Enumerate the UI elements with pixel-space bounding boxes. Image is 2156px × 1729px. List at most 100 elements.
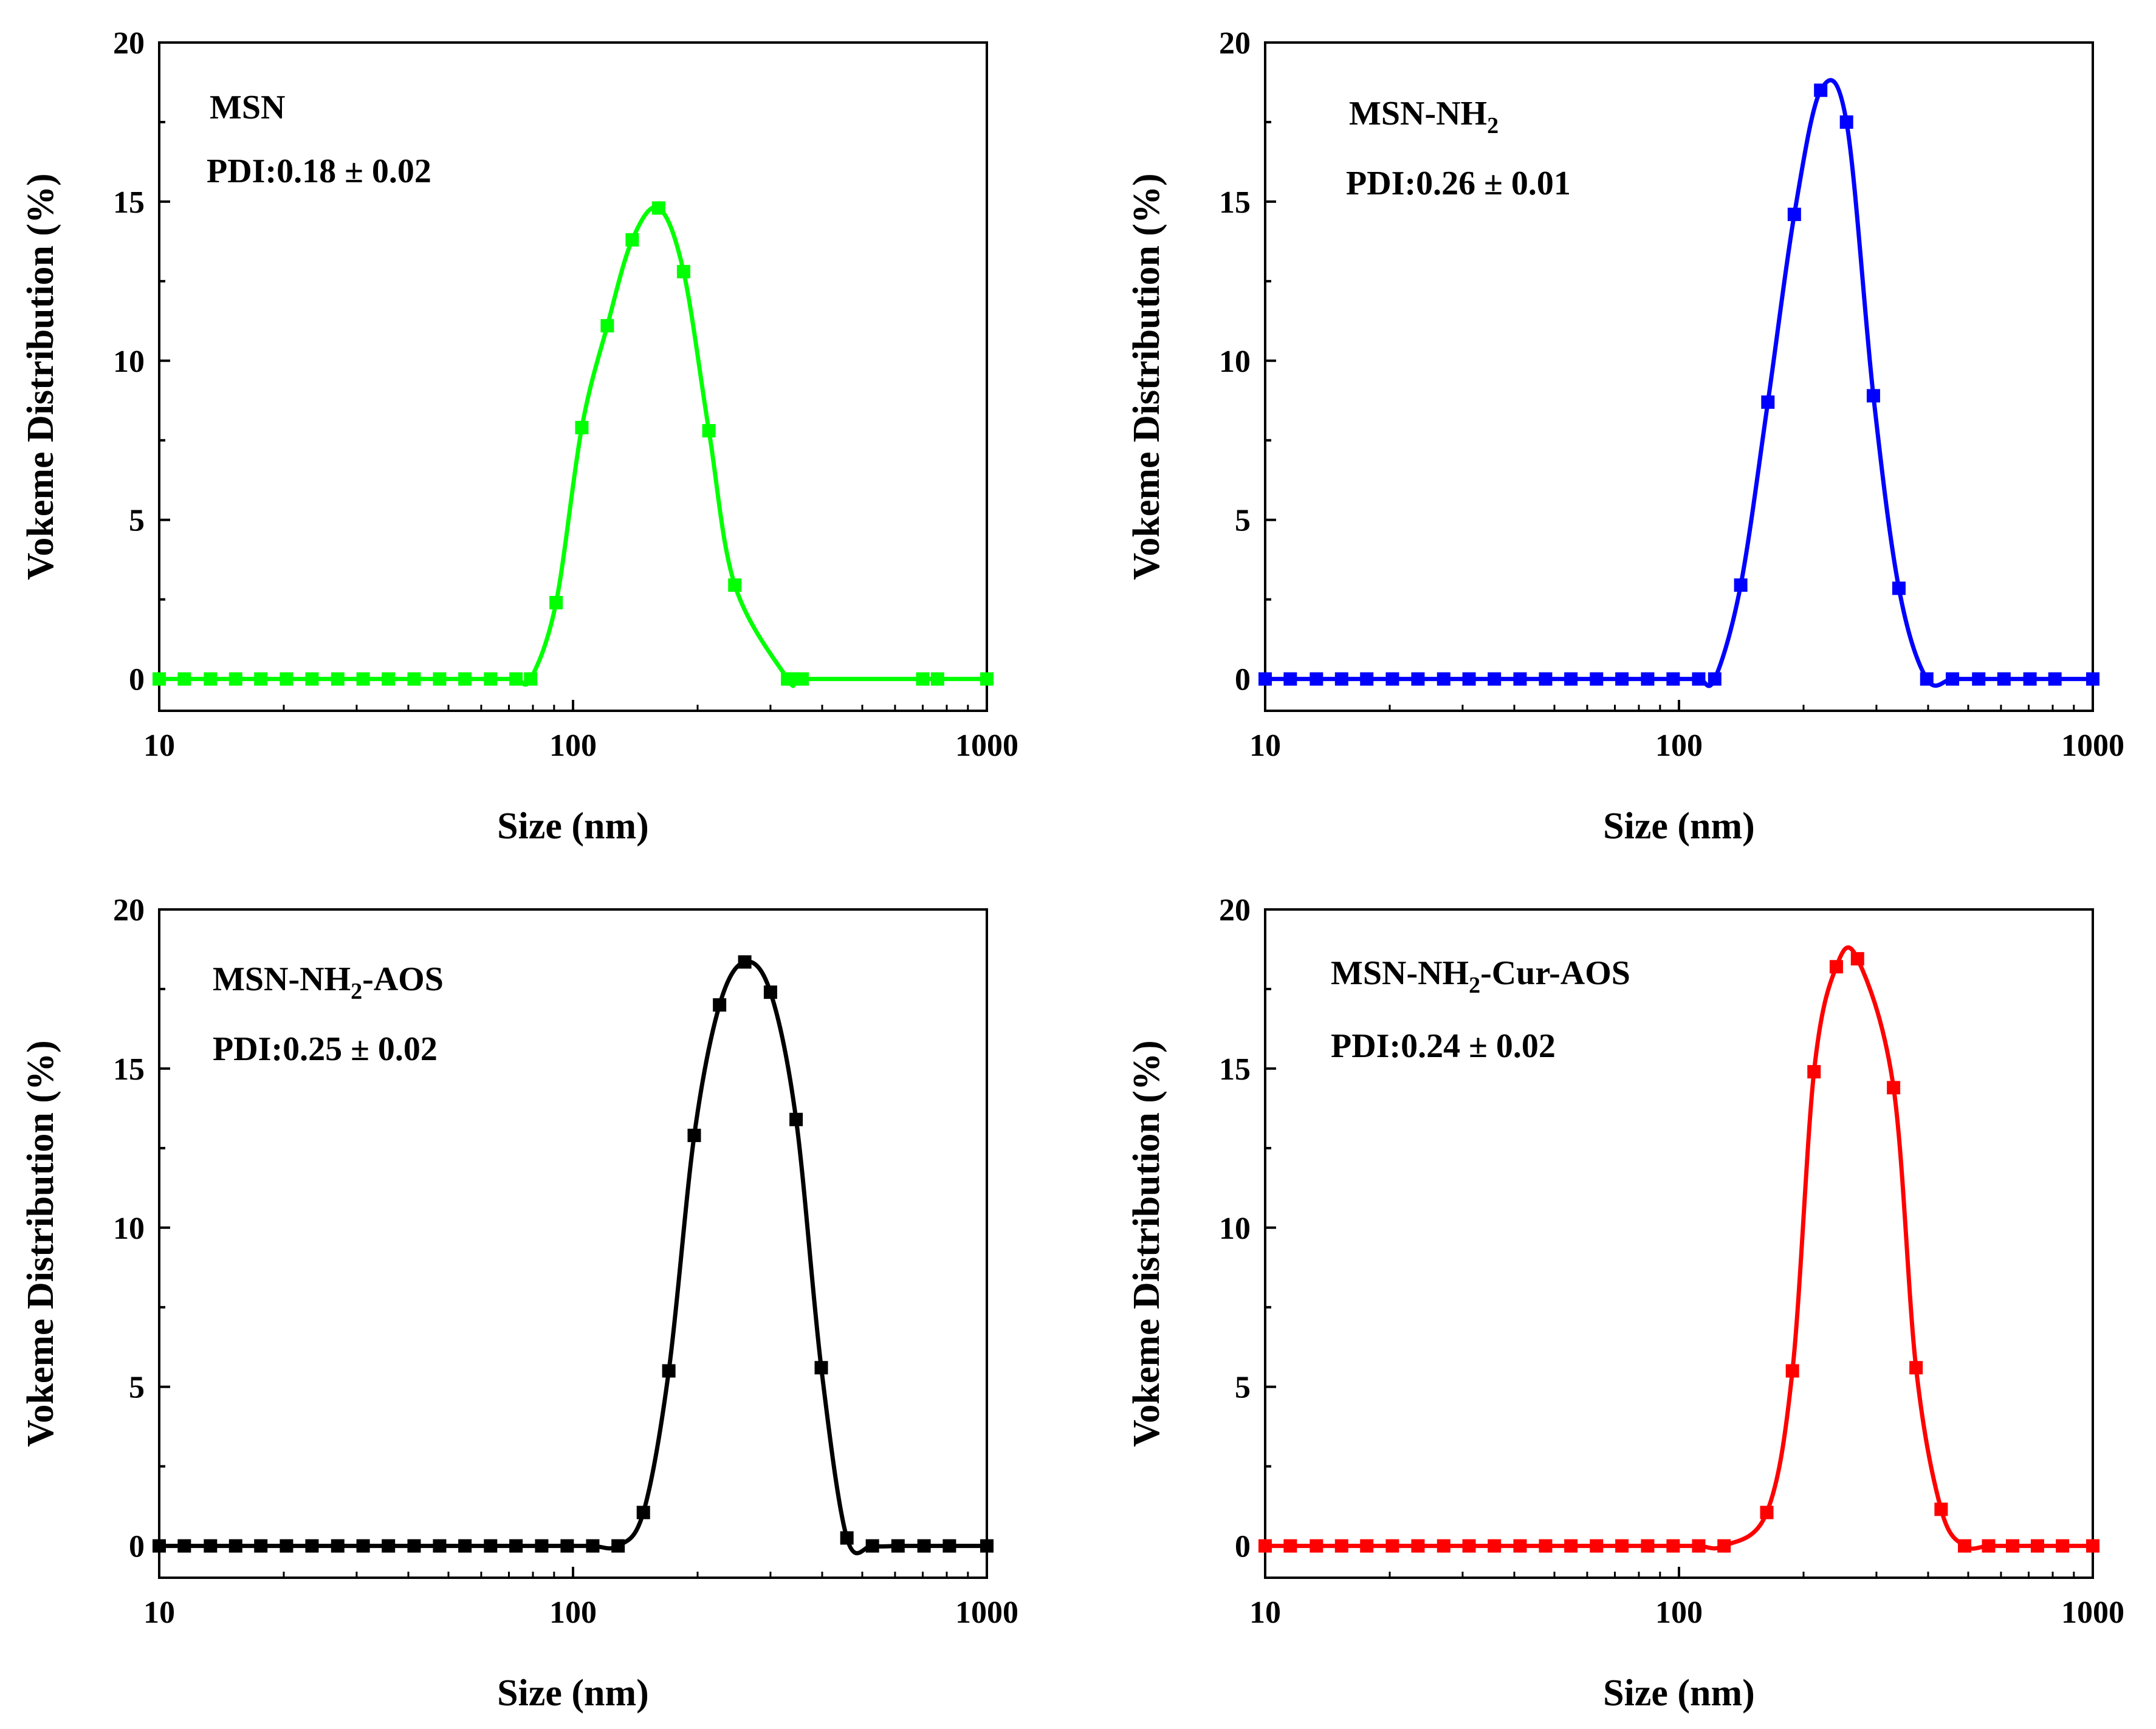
data-point (509, 1539, 523, 1553)
data-point (1946, 672, 1960, 686)
data-point (204, 672, 218, 686)
data-point (763, 985, 777, 999)
fit-curve (1263, 78, 2095, 688)
pdi-label: PDI:0.18 ± 0.02 (207, 152, 431, 190)
data-point (1692, 1539, 1706, 1553)
y-tick-label: 10 (1219, 344, 1251, 379)
data-point (1385, 1539, 1399, 1553)
data-point (2030, 1539, 2044, 1553)
data-point (1760, 1505, 1774, 1519)
data-point (254, 672, 268, 686)
data-point (1615, 1539, 1629, 1553)
data-point (1258, 1539, 1272, 1553)
y-tick-label: 5 (129, 1371, 145, 1405)
data-point (458, 672, 472, 686)
data-point (728, 578, 742, 592)
data-point (1488, 672, 1502, 686)
data-point (636, 1505, 650, 1519)
x-tick-label: 10 (143, 728, 175, 763)
y-tick-label: 10 (1219, 1211, 1251, 1246)
x-axis-title: Size (nm) (1603, 806, 1755, 847)
x-tick-label: 100 (1655, 1595, 1703, 1630)
plot-frame (1264, 41, 2094, 712)
y-tick-label: 5 (129, 504, 145, 538)
pdi-label: PDI:0.24 ± 0.02 (1331, 1027, 1556, 1065)
data-point (433, 672, 447, 686)
data-point (687, 1128, 701, 1142)
data-point (1866, 389, 1880, 403)
data-point (484, 672, 498, 686)
data-point (2086, 672, 2099, 686)
data-point (1839, 115, 1853, 129)
y-tick-label: 0 (129, 663, 145, 697)
y-axis-title: Vokeme Distribution (%) (1126, 173, 1167, 580)
data-point (930, 672, 944, 686)
data-point (2086, 1539, 2099, 1553)
data-point (1283, 672, 1297, 686)
data-point (1513, 672, 1527, 686)
data-point (280, 1539, 294, 1553)
data-point (738, 955, 752, 969)
data-point (2056, 1539, 2070, 1553)
data-point (305, 1539, 319, 1553)
data-point (1334, 1539, 1348, 1553)
data-point (305, 672, 319, 686)
data-point (1385, 672, 1399, 686)
data-point (1787, 207, 1801, 221)
x-tick-label: 10 (1249, 728, 1281, 763)
data-point (228, 672, 242, 686)
y-tick-label: 15 (1219, 185, 1251, 220)
data-point (1807, 1065, 1821, 1079)
y-tick-label: 0 (1235, 663, 1251, 697)
data-point (509, 672, 523, 686)
data-point (1360, 1539, 1374, 1553)
data-point (484, 1539, 498, 1553)
x-tick-label: 1000 (2061, 1595, 2124, 1630)
y-tick-label: 20 (113, 26, 145, 61)
y-tick-label: 15 (1219, 1052, 1251, 1087)
data-point (560, 1539, 574, 1553)
data-point (600, 319, 614, 333)
data-point (1564, 1539, 1578, 1553)
data-point (1564, 672, 1578, 686)
plot-frame (1264, 908, 2094, 1579)
y-tick-label: 5 (1235, 504, 1251, 538)
y-tick-label: 10 (113, 1211, 145, 1246)
data-point (331, 672, 345, 686)
data-point (1258, 672, 1272, 686)
data-point (1283, 1539, 1297, 1553)
data-point (942, 1539, 956, 1553)
sample-label: MSN-NH2 (1349, 95, 1499, 139)
data-point (1488, 1539, 1502, 1553)
sample-label: MSN (210, 89, 285, 126)
data-point (1539, 1539, 1553, 1553)
x-tick-label: 10 (1249, 1595, 1281, 1630)
data-point (382, 672, 396, 686)
data-point (1850, 952, 1864, 966)
chart-panel-2: 0 5 10 15 20 10 100 1000 Size (nm) Vokeme Distrib… (1126, 26, 2124, 847)
y-tick-label: 15 (113, 1052, 145, 1087)
data-point (382, 1539, 396, 1553)
data-point (1539, 672, 1553, 686)
data-point (458, 1539, 472, 1553)
data-point (1892, 581, 1906, 595)
data-point (702, 424, 716, 438)
data-point (1590, 672, 1604, 686)
chart-panel-4: 0 5 10 15 20 10 100 1000 Size (nm) Vokeme Distrib… (1126, 893, 2124, 1714)
data-point (2006, 1539, 2020, 1553)
data-point (407, 672, 421, 686)
data-point (1641, 1539, 1655, 1553)
data-point (980, 1539, 994, 1553)
data-point (1972, 672, 1986, 686)
data-point (331, 1539, 345, 1553)
data-point (1360, 672, 1374, 686)
y-tick-label: 0 (129, 1530, 145, 1564)
data-point (1958, 1539, 1972, 1553)
data-point (1615, 672, 1629, 686)
data-point (917, 1539, 931, 1553)
y-tick-label: 5 (1235, 1371, 1251, 1405)
data-point (177, 672, 191, 686)
data-point (1814, 83, 1828, 97)
x-tick-label: 1000 (2061, 728, 2124, 763)
x-axis-title: Size (nm) (497, 1673, 649, 1714)
